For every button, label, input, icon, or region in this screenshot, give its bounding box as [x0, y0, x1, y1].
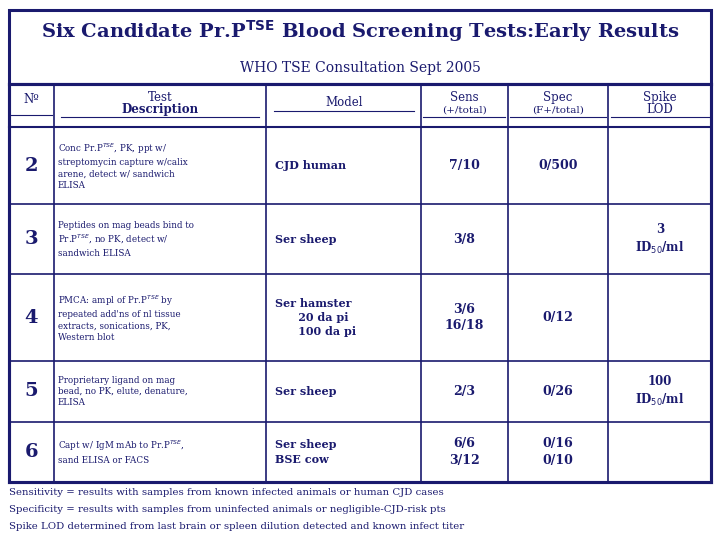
Text: Ser sheep: Ser sheep: [275, 386, 336, 397]
Text: Specificity = results with samples from uninfected animals or negligible-CJD-ris: Specificity = results with samples from …: [9, 505, 446, 514]
Bar: [9, 10, 711, 84]
Text: 0/16
0/10: 0/16 0/10: [543, 437, 573, 467]
Text: 7/10: 7/10: [449, 159, 480, 172]
Text: 0/500: 0/500: [539, 159, 577, 172]
Text: 0/12: 0/12: [543, 311, 573, 324]
Text: Spike: Spike: [643, 91, 677, 104]
Text: Peptides on mag beads bind to
Pr.P$^{TSE}$, no PK, detect w/
sandwich ELISA: Peptides on mag beads bind to Pr.P$^{TSE…: [58, 221, 194, 258]
Text: Proprietary ligand on mag
bead, no PK, elute, denature,
ELISA: Proprietary ligand on mag bead, no PK, e…: [58, 375, 187, 408]
Text: Ser sheep: Ser sheep: [275, 234, 336, 245]
Text: Spike LOD determined from last brain or spleen dilution detected and known infec: Spike LOD determined from last brain or …: [9, 522, 464, 531]
Text: WHO TSE Consultation Sept 2005: WHO TSE Consultation Sept 2005: [240, 61, 480, 75]
Text: Six Candidate Pr.P$^{\mathbf{TSE}}$ Blood Screening Tests:Early Results: Six Candidate Pr.P$^{\mathbf{TSE}}$ Bloo…: [41, 18, 679, 44]
Text: Model: Model: [325, 96, 363, 109]
Text: (F+/total): (F+/total): [532, 105, 584, 114]
Text: LOD: LOD: [647, 103, 673, 116]
Text: Sensitivity = results with samples from known infected animals or human CJD case: Sensitivity = results with samples from …: [9, 488, 444, 497]
Text: Sens: Sens: [450, 91, 479, 104]
Text: 3/8: 3/8: [454, 233, 475, 246]
Text: 3/6
16/18: 3/6 16/18: [445, 303, 484, 332]
Text: 6/6
3/12: 6/6 3/12: [449, 437, 480, 467]
Text: 2: 2: [24, 157, 38, 174]
Text: 3: 3: [24, 230, 38, 248]
Text: CJD human: CJD human: [275, 160, 346, 171]
Text: Capt w/ IgM mAb to Pr.P$^{TSE}$,
sand ELISA or FACS: Capt w/ IgM mAb to Pr.P$^{TSE}$, sand EL…: [58, 439, 184, 465]
Text: (+/total): (+/total): [442, 105, 487, 114]
Bar: [9, 84, 711, 482]
Text: 100
ID$_{50}$/ml: 100 ID$_{50}$/ml: [635, 375, 685, 408]
Text: Nº: Nº: [24, 93, 39, 106]
Text: 2/3: 2/3: [454, 385, 475, 398]
Text: Ser hamster
      20 da pi
      100 da pi: Ser hamster 20 da pi 100 da pi: [275, 298, 356, 337]
Text: Description: Description: [122, 103, 199, 116]
Text: 3
ID$_{50}$/ml: 3 ID$_{50}$/ml: [635, 223, 685, 255]
Text: Ser sheep
BSE cow: Ser sheep BSE cow: [275, 440, 336, 464]
Text: 6: 6: [24, 443, 38, 461]
Text: Spec: Spec: [544, 91, 572, 104]
Text: Conc Pr.P$^{TSE}$, PK, ppt w/
streptomycin capture w/calix
arene, detect w/ sand: Conc Pr.P$^{TSE}$, PK, ppt w/ streptomyc…: [58, 141, 187, 190]
Text: 5: 5: [24, 382, 38, 401]
Text: 4: 4: [24, 308, 38, 327]
Text: Test: Test: [148, 91, 173, 104]
Text: 0/26: 0/26: [543, 385, 573, 398]
Text: PMCA: ampl of Pr.P$^{TSE}$ by
repeated add'ns of nl tissue
extracts, sonications: PMCA: ampl of Pr.P$^{TSE}$ by repeated a…: [58, 293, 180, 342]
